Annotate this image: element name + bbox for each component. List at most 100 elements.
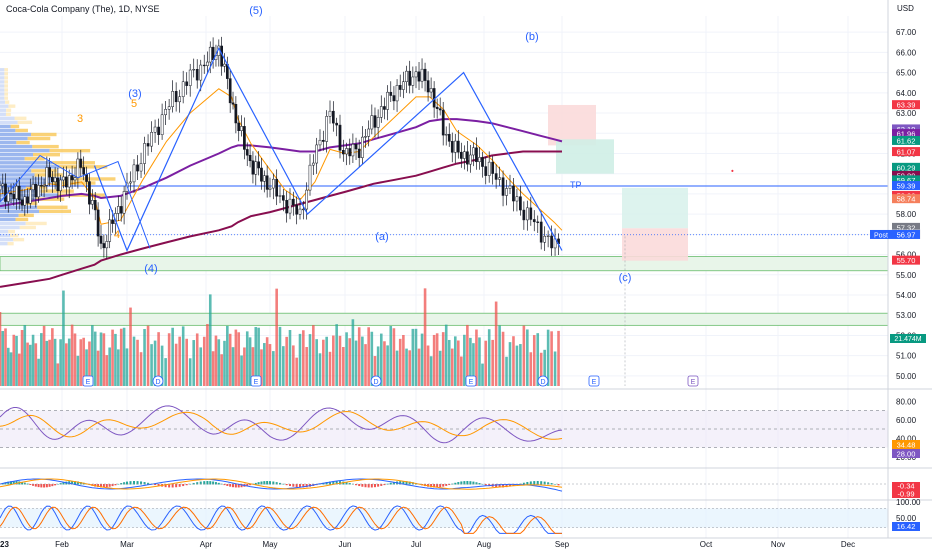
macd-histogram-bar (536, 481, 539, 485)
volume-bar (426, 345, 430, 386)
candle-body (331, 110, 335, 124)
price-badge (892, 100, 920, 110)
volume-bar (82, 337, 85, 386)
rsi-tick-label: 60.00 (896, 416, 917, 425)
volume-profile-bar (0, 140, 17, 145)
candle-body (157, 126, 160, 135)
macd-histogram-bar (246, 484, 249, 487)
candle-body (90, 200, 94, 205)
macd-histogram-bar (383, 484, 386, 486)
volume-profile-bar (0, 104, 9, 108)
price-tick-label: 53.00 (896, 311, 917, 320)
volume-bar (529, 352, 533, 386)
price-badge-label: 61.62 (897, 136, 916, 145)
candle-body (195, 69, 199, 81)
volume-bar (332, 335, 335, 386)
macd-histogram-bar (136, 481, 139, 485)
volume-profile-bar (0, 201, 21, 205)
volume-bar (361, 336, 364, 386)
candle-body (498, 177, 501, 180)
volume-bar (414, 328, 418, 386)
volume-profile-bar (0, 144, 33, 149)
volume-bar (338, 335, 342, 386)
target-box (556, 139, 614, 174)
volume-bar (199, 347, 203, 386)
macd-histogram-bar (457, 482, 460, 485)
macd-histogram-bar (263, 481, 266, 485)
macd-histogram-bar (370, 484, 373, 488)
candle-body (338, 124, 342, 151)
volume-bar (298, 333, 302, 386)
volume-profile-bar (0, 108, 7, 112)
candle-body (167, 106, 171, 110)
macd-histogram-bar (472, 481, 475, 485)
volume-bar (48, 339, 51, 386)
candle-body (102, 243, 106, 249)
price-badge-label: 60.29 (897, 163, 916, 172)
event-marker-label: E (86, 379, 91, 386)
volume-bar (469, 337, 472, 386)
volume-bar (536, 333, 540, 386)
volume-bar (108, 347, 111, 386)
macd-histogram-bar (129, 481, 132, 485)
price-badge (892, 124, 920, 134)
candle-body (376, 116, 380, 128)
volume-bar (312, 325, 315, 386)
tp-label: TP (570, 180, 582, 190)
macd-histogram-bar (164, 484, 167, 488)
volume-bar (305, 347, 308, 386)
candle-body (251, 160, 255, 175)
volume-bar (195, 333, 199, 386)
volume-profile-bar (4, 68, 8, 72)
candle-body (543, 235, 547, 243)
stoch-badge-label: 16.42 (897, 522, 916, 531)
macd-histogram-bar (540, 481, 543, 485)
candle-body (405, 70, 408, 82)
stoch-band (0, 508, 888, 528)
volume-profile-bar (0, 161, 53, 165)
candle-body (185, 81, 189, 86)
candle-body (119, 206, 123, 214)
volume-profile-bar (35, 197, 65, 201)
candle-body (281, 195, 285, 201)
volume-profile-bar (0, 177, 64, 181)
macd-histogram-bar (12, 481, 15, 485)
macd-histogram-bar (529, 481, 532, 485)
candle-body (139, 163, 143, 172)
candle-body (208, 46, 212, 63)
macd-histogram-bar (199, 481, 202, 485)
volume-profile-bar (40, 189, 74, 193)
macd-histogram-bar (105, 484, 108, 488)
ma-mid-line (0, 118, 563, 208)
candle-body (99, 235, 103, 244)
candle-body (202, 64, 206, 67)
volume-profile-bar (15, 128, 28, 133)
macd-histogram-bar (272, 481, 275, 485)
macd-histogram-bar (182, 484, 185, 487)
macd-histogram-bar (21, 481, 24, 485)
candle-body (6, 192, 10, 202)
volume-bar (505, 356, 508, 386)
volume-bar (171, 327, 174, 386)
volume-profile-bar (4, 96, 8, 100)
volume-profile-bar (0, 233, 11, 238)
macd-histogram-bar (232, 484, 235, 488)
candle-body (23, 196, 27, 206)
candle-body (1, 183, 5, 187)
volume-profile-bar (57, 193, 105, 197)
support-zone-box (0, 256, 889, 272)
event-marker-label: E (469, 379, 474, 386)
macd-histogram-bar (498, 484, 501, 488)
volume-bar (546, 329, 550, 386)
price-tick-label: 51.00 (896, 352, 917, 361)
candle-body (64, 176, 68, 188)
volume-bar (487, 329, 491, 386)
candle-body (45, 167, 49, 186)
stoch-d-line (0, 506, 562, 534)
candle-body (257, 161, 260, 169)
volume-bar (354, 340, 358, 386)
volume-profile-bar (0, 88, 5, 92)
volume-bar (553, 351, 557, 386)
